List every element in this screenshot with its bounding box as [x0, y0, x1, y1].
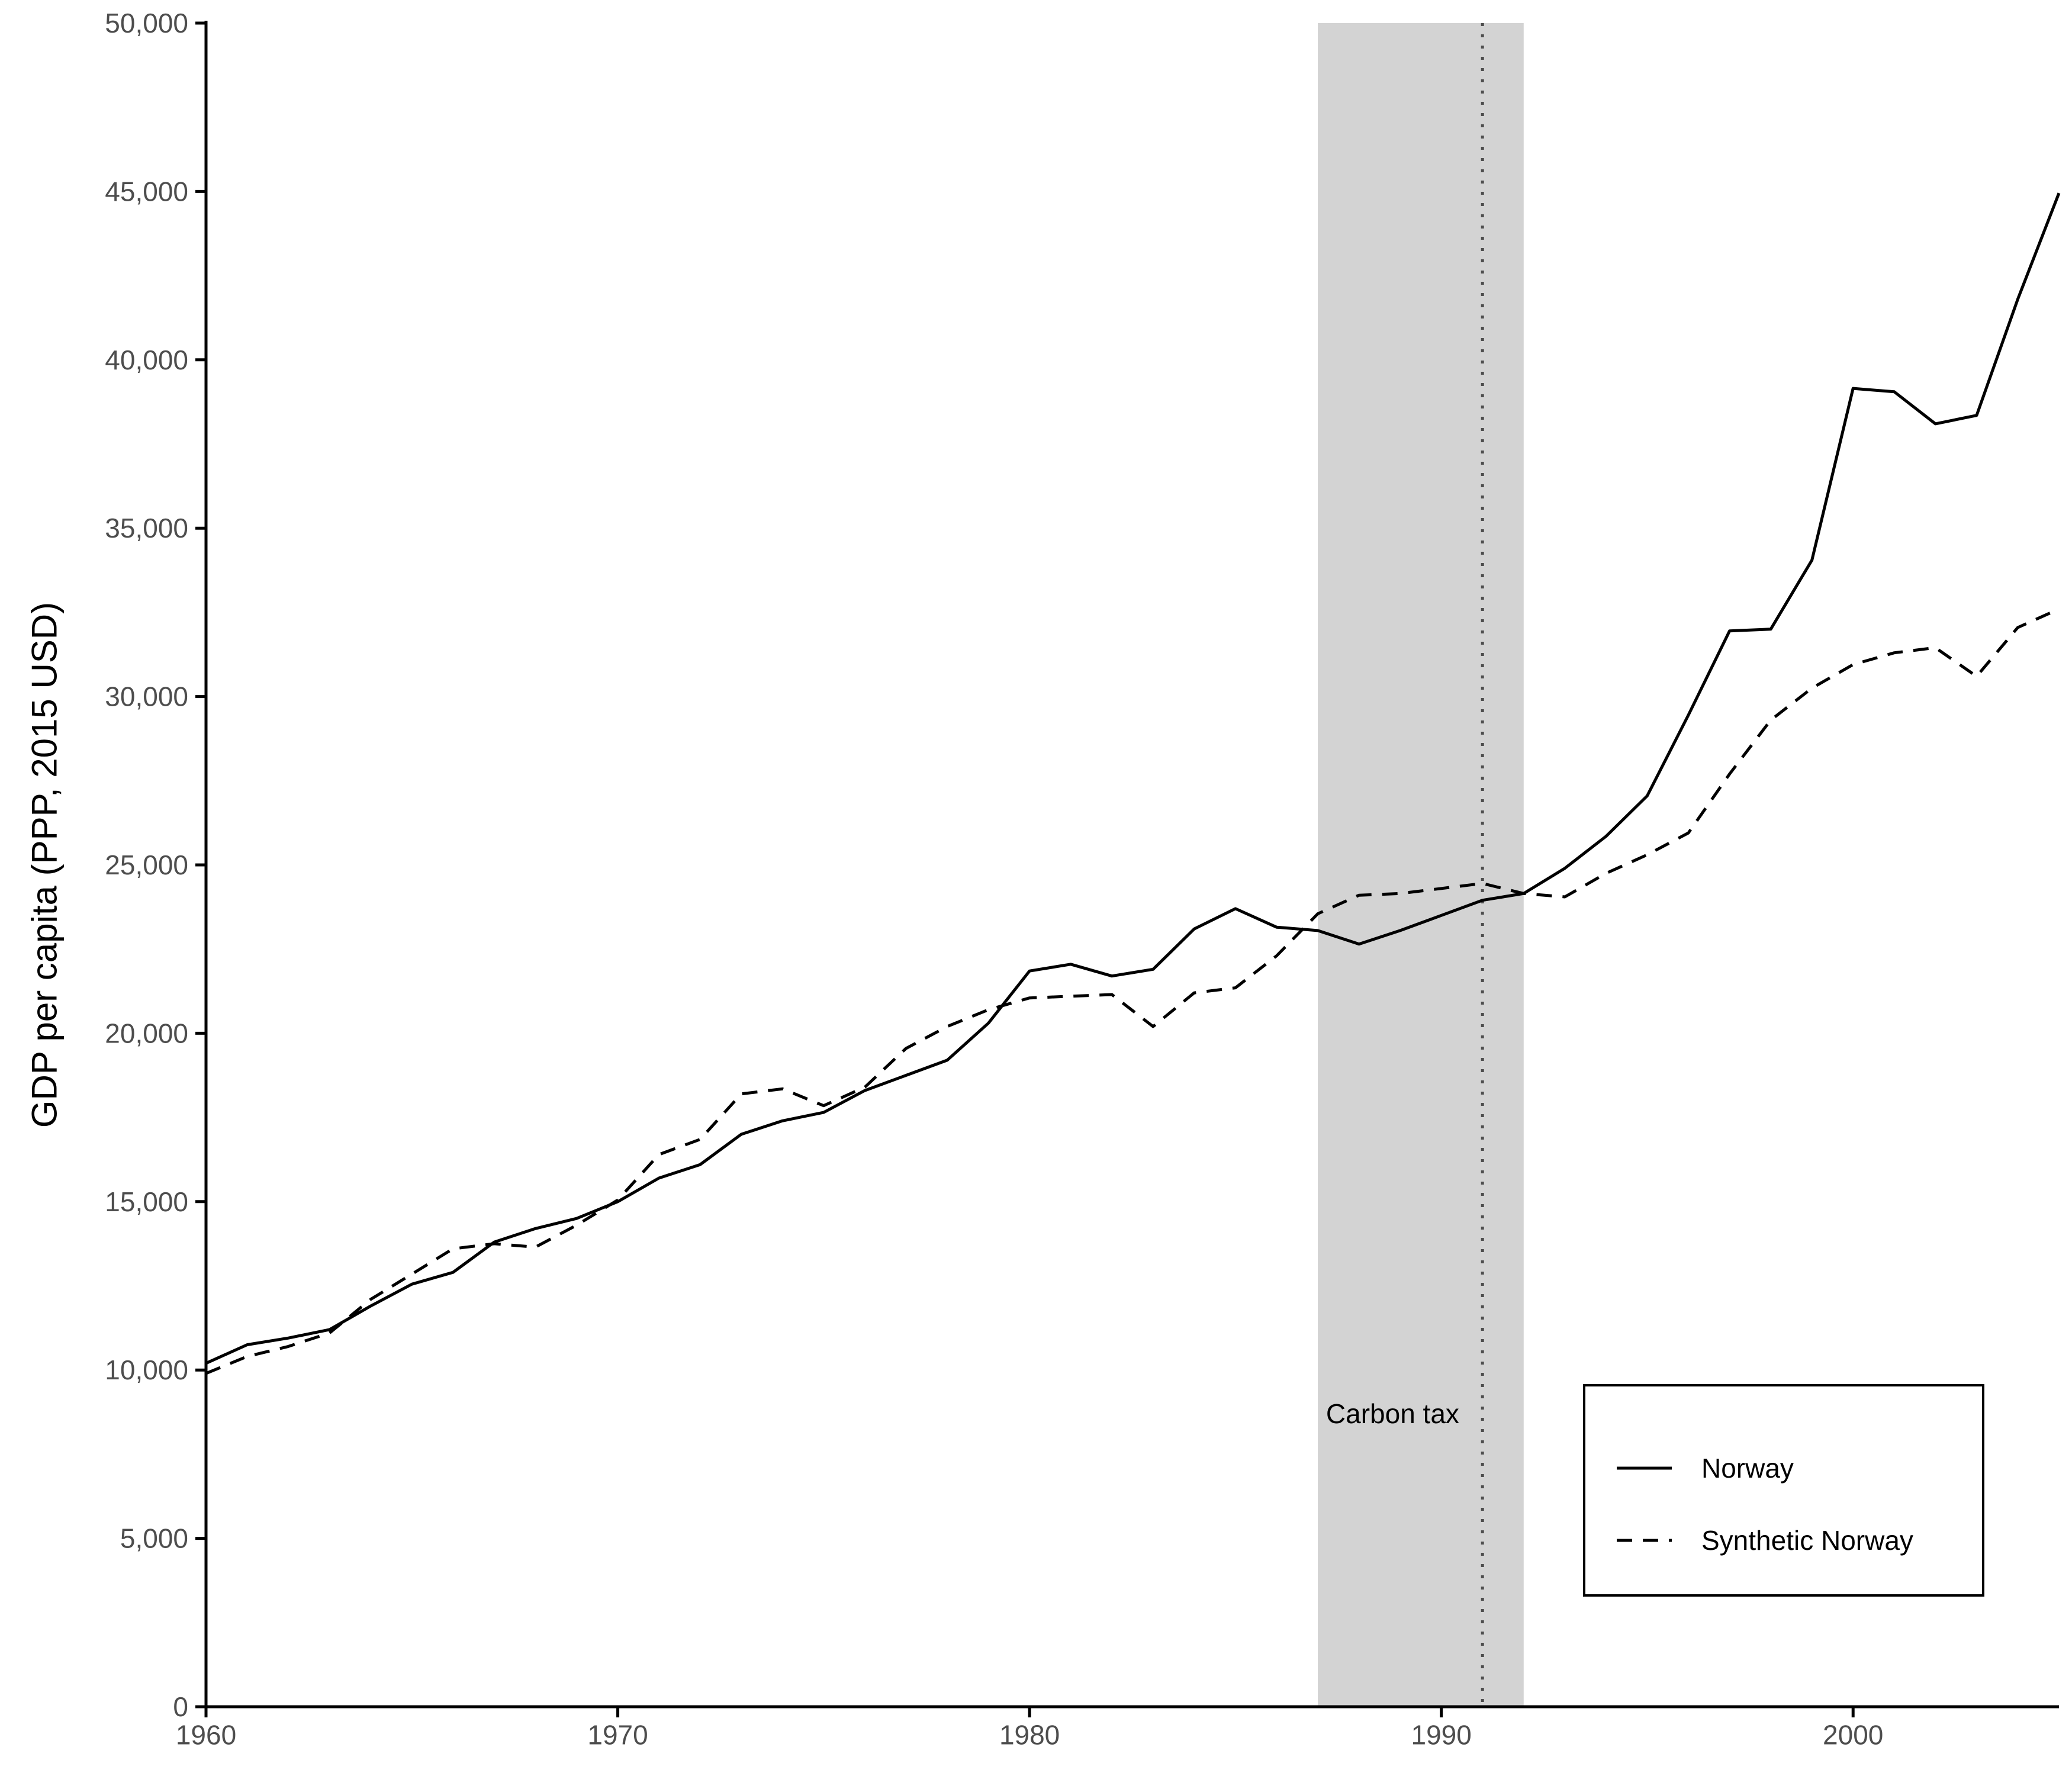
y-tick-label: 5,000: [120, 1523, 188, 1554]
x-tick-label: 1990: [1411, 1720, 1471, 1751]
shade-layer: [1318, 23, 1524, 1707]
y-tick-label: 35,000: [105, 513, 188, 543]
y-axis-title: GDP per capita (PPP, 2015 USD): [25, 602, 65, 1128]
shaded-region: [1318, 23, 1524, 1707]
y-tick-label: 0: [173, 1691, 188, 1722]
series-line-norway: [205, 192, 2061, 1365]
legend-label: Synthetic Norway: [1701, 1525, 1913, 1556]
legend-box: [1583, 1384, 1984, 1597]
y-tick-label: 15,000: [105, 1186, 188, 1217]
x-tick-label: 1960: [176, 1720, 236, 1751]
legend: Norway Synthetic Norway: [1583, 1384, 1984, 1597]
carbon-tax-annotation: Carbon tax: [1326, 1398, 1459, 1429]
y-tick-label: 40,000: [105, 345, 188, 375]
y-tick-label: 20,000: [105, 1018, 188, 1048]
x-tick-label: 1980: [999, 1720, 1060, 1751]
x-tick-label: 2000: [1823, 1720, 1883, 1751]
annotation-layer: Carbon tax: [1326, 1398, 1459, 1429]
series-line-synthetic-norway: [205, 607, 2060, 1375]
x-tick-label: 1970: [587, 1720, 648, 1751]
y-tick-label: 30,000: [105, 681, 188, 712]
y-tick-label: 45,000: [105, 176, 188, 207]
y-tick-label: 50,000: [105, 8, 188, 38]
y-tick-label: 10,000: [105, 1354, 188, 1385]
tick-layer: 0 5,000 10,000 15,000 20,000 25,000 30,000 35,0…: [25, 8, 1884, 1751]
y-tick-label: 25,000: [105, 850, 188, 880]
series-layer: [205, 192, 2061, 1375]
legend-label: Norway: [1701, 1453, 1794, 1484]
